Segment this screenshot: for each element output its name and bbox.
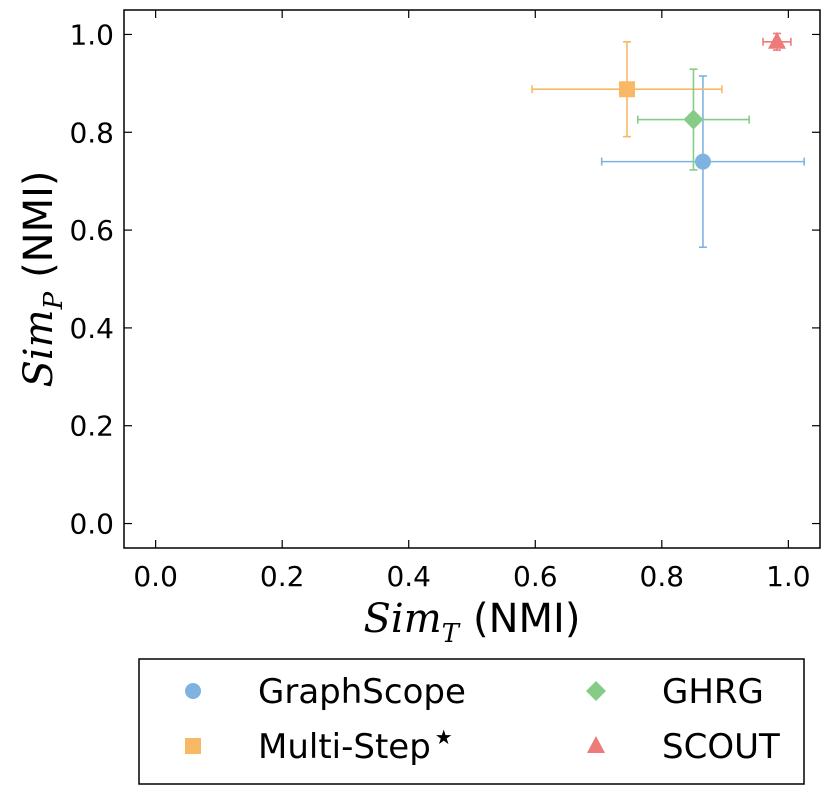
data-point-scout [767,31,786,49]
y-tick-label: 0.0 [69,508,114,541]
legend-label-multi-step: Multi-Step ★ [258,725,453,767]
data-point-multi-step [619,81,636,98]
legend-label-graphscope: GraphScope [258,672,466,712]
legend-label-ghrg: GHRG [662,672,764,712]
x-axis-label-unit: (NMI) [473,596,580,642]
legend: GraphScope Multi-Step ★ GHRG SCOUT [138,658,805,785]
data-points [531,31,805,249]
legend-item-graphscope: GraphScope [185,672,466,712]
legend-item-multi-step: Multi-Step ★ [185,725,453,767]
series-scout [762,31,792,51]
legend-marker-ghrg [586,681,606,701]
legend-label-suffix: ★ [435,725,453,749]
x-tick-label: 0.2 [260,560,305,593]
series-graphscope [600,75,805,249]
legend-marker-multi-step [185,738,201,754]
legend-box [138,658,805,785]
plot-area [123,9,821,549]
x-axis-label: SimT (NMI) [364,596,581,649]
y-axis-label: SimP (NMI) [16,170,69,387]
y-axis-ticks: 0.0 0.2 0.4 0.6 0.8 1.0 [69,18,820,541]
y-axis-label-unit: (NMI) [16,170,62,277]
x-axis-ticks: 0.0 0.2 0.4 0.6 0.8 1.0 [133,10,811,593]
x-tick-label: 1.0 [766,560,811,593]
data-point-graphscope [694,153,711,170]
y-tick-label: 0.4 [69,312,114,345]
x-axis-label-sub: T [442,619,461,649]
series-multi-step [531,40,723,138]
x-axis-label-var: Sim [364,596,442,642]
y-tick-label: 0.8 [69,116,114,149]
legend-marker-graphscope [185,683,201,699]
y-tick-label: 0.2 [69,410,114,443]
data-point-ghrg [683,109,704,130]
x-tick-label: 0.8 [640,560,685,593]
x-tick-label: 0.4 [386,560,431,593]
y-axis-label-sub: P [39,291,69,310]
legend-items: GraphScope Multi-Step ★ GHRG SCOUT [185,672,780,767]
y-axis-label-var: Sim [16,309,62,387]
y-tick-label: 0.6 [69,214,114,247]
legend-label-scout: SCOUT [662,727,780,767]
x-tick-label: 0.0 [133,560,178,593]
series-ghrg [636,68,750,171]
y-tick-label: 1.0 [69,18,114,51]
x-tick-label: 0.6 [513,560,558,593]
legend-item-scout: SCOUT [587,727,780,767]
legend-marker-scout [587,736,605,753]
legend-item-ghrg: GHRG [586,672,764,712]
